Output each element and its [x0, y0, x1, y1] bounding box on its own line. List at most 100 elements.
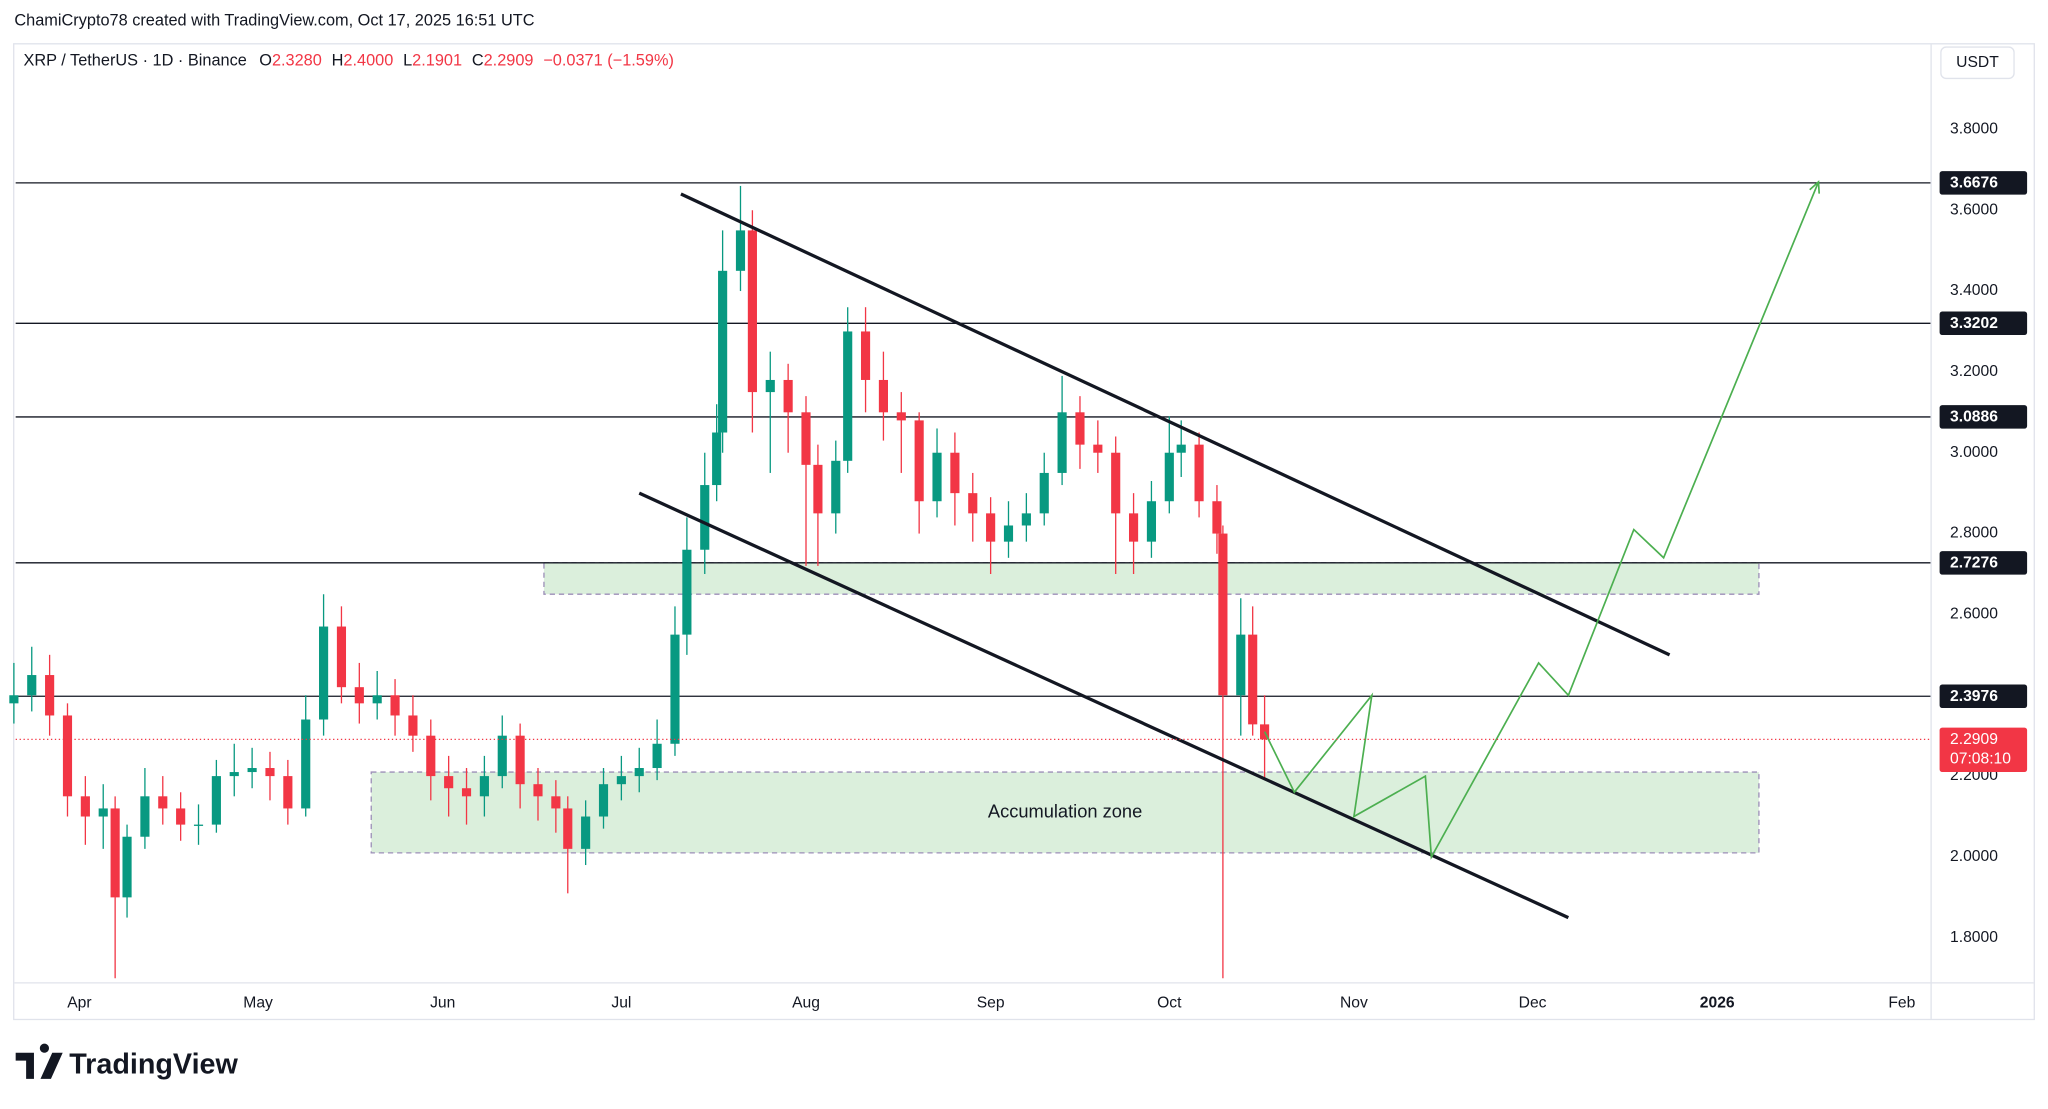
level-label: 3.6676	[1950, 175, 1998, 192]
candle-body	[408, 715, 418, 736]
candle-body	[426, 735, 436, 777]
level-label: 2.3976	[1950, 688, 1998, 705]
candle-body	[247, 768, 257, 773]
author-header: ChamiCrypto78 created with TradingView.c…	[14, 11, 534, 29]
candle-body	[1128, 513, 1139, 542]
candle-body	[390, 695, 400, 716]
x-tick-label: Aug	[792, 994, 820, 1011]
countdown: 07:08:10	[1950, 751, 2011, 768]
drawings: Accumulation zone	[15, 182, 1931, 854]
candle-body	[747, 230, 757, 393]
candle-body	[372, 695, 382, 704]
low-value: 2.1901	[412, 52, 462, 70]
candle-body	[479, 776, 489, 797]
brand-logo: TradingView	[15, 1043, 239, 1080]
candle-body	[9, 695, 19, 704]
candle-body	[1003, 525, 1014, 542]
candle-body	[45, 675, 55, 716]
candle-body	[670, 634, 680, 744]
open-label: O	[259, 52, 272, 70]
candle-body	[598, 784, 609, 817]
y-tick-label: 3.0000	[1950, 444, 1998, 461]
candle-body	[551, 796, 561, 809]
symbol-legend: XRP / TetherUS · 1D · Binance O2.3280 H2…	[24, 52, 674, 70]
candle-body	[533, 784, 543, 797]
trendline	[680, 192, 1671, 657]
logo-mark	[15, 1043, 63, 1079]
candle-body	[283, 776, 293, 809]
candle-body	[110, 808, 120, 898]
candle-body	[616, 776, 626, 785]
candle-body	[319, 626, 329, 720]
candle-body	[860, 331, 871, 380]
projection-path	[1263, 181, 1820, 860]
y-tick-label: 2.8000	[1950, 525, 1998, 542]
level-label: 3.0886	[1950, 409, 1998, 426]
candle-body	[229, 772, 239, 777]
y-tick-label: 3.6000	[1950, 201, 1998, 218]
projection-arrowhead	[1809, 180, 1821, 194]
candle-body	[1021, 513, 1031, 526]
candle-body	[354, 687, 364, 704]
candle-body	[1218, 533, 1228, 696]
candle-body	[718, 270, 728, 433]
high-label: H	[332, 52, 344, 70]
candle-body	[27, 675, 37, 696]
candle-body	[301, 719, 311, 809]
candle-body	[176, 808, 186, 825]
candle-body	[1236, 634, 1246, 696]
y-tick-label: 3.8000	[1950, 120, 1998, 137]
x-tick-label: 2026	[1700, 994, 1735, 1011]
candle-body	[211, 776, 221, 825]
candle-body	[634, 768, 644, 777]
brand-name: TradingView	[69, 1048, 238, 1080]
y-tick-label: 1.8000	[1950, 929, 1998, 946]
level-label-bg	[1939, 405, 2028, 429]
x-tick-label: Dec	[1519, 994, 1547, 1011]
x-tick-label: Nov	[1340, 994, 1368, 1011]
currency-button[interactable]	[1940, 46, 2015, 80]
candle-body	[700, 485, 710, 550]
candle-body	[1075, 412, 1085, 445]
candle-body	[1194, 444, 1204, 502]
y-tick-label: 2.0000	[1950, 848, 1998, 865]
candle-body	[1039, 472, 1049, 514]
level-label-bg	[1939, 311, 2028, 336]
level-label: 3.3202	[1950, 315, 1998, 332]
x-tick-label: Feb	[1888, 994, 1915, 1011]
candle-body	[515, 735, 525, 785]
chart-frame	[13, 43, 2035, 1021]
candle-body	[968, 493, 978, 514]
candle-body	[950, 452, 960, 494]
candle-body	[843, 331, 853, 461]
candle-body	[1146, 501, 1157, 542]
currency: USDT	[1956, 54, 1999, 71]
candle-body	[1111, 452, 1121, 514]
candle-body	[914, 420, 924, 502]
candle-body	[1093, 444, 1103, 453]
candle-body	[444, 776, 454, 789]
candle-body	[831, 460, 841, 514]
candle-body	[932, 452, 942, 502]
trendline	[638, 491, 1570, 920]
last-price-label: 2.2909	[1950, 731, 1998, 748]
candle-body	[1248, 634, 1258, 725]
open-value: 2.3280	[272, 52, 322, 70]
candle-body	[158, 796, 168, 809]
x-tick-label: May	[243, 994, 273, 1011]
low-label: L	[403, 52, 412, 70]
x-tick-label: Apr	[67, 994, 91, 1011]
candle-body	[80, 796, 90, 817]
x-tick-label: Jun	[430, 994, 455, 1011]
candle-body	[122, 836, 132, 898]
x-tick-label: Oct	[1157, 994, 1182, 1011]
candle-body	[712, 432, 722, 486]
high-value: 2.4000	[343, 52, 393, 70]
candle-body	[896, 412, 906, 421]
candle-body	[765, 379, 775, 393]
candle-body	[193, 824, 204, 826]
y-tick-label: 2.6000	[1950, 606, 1998, 623]
candle-body	[878, 379, 888, 413]
candle-body	[682, 549, 692, 635]
